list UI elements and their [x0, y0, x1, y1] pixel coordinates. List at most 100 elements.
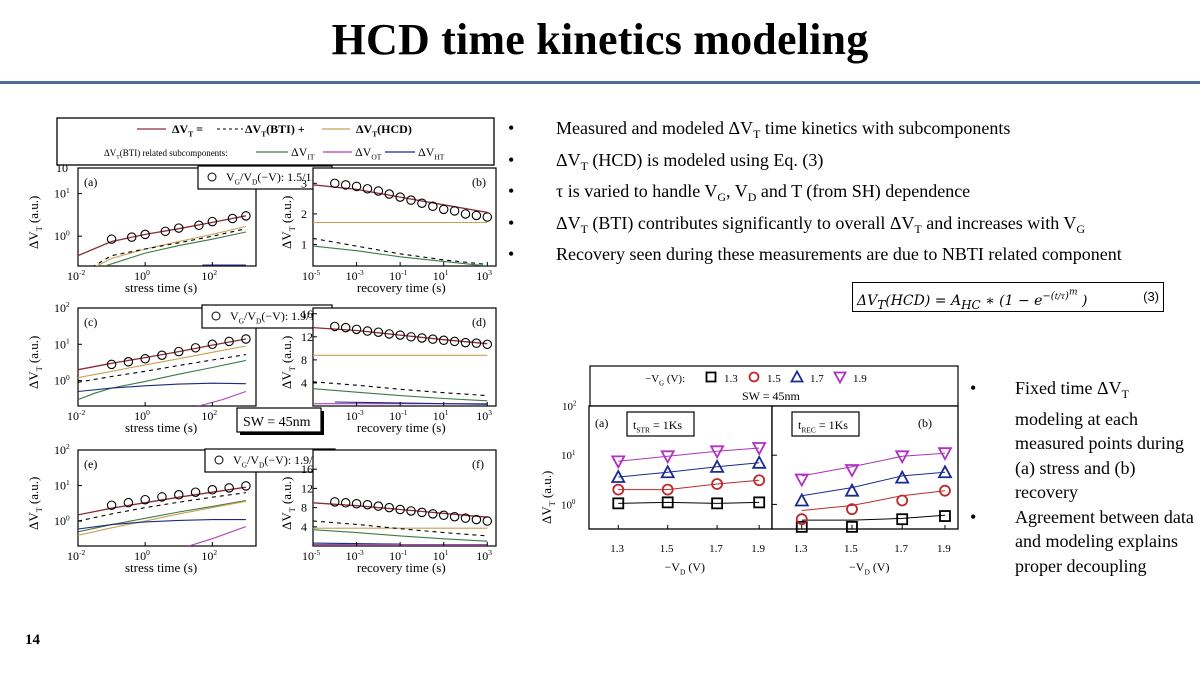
measured-point	[123, 497, 134, 508]
model-line	[801, 490, 946, 511]
svg-text:101​: 101​	[54, 336, 70, 351]
chart-panel-d: 10-3​ 10-1​ 101​ 103​ recovery time (s) 4 8 12 1…	[279, 307, 497, 435]
svg-text:10-1​: 10-1​	[389, 408, 407, 423]
series-it	[313, 388, 488, 402]
measured-point	[460, 209, 471, 219]
svg-text:recovery time (s): recovery time (s)	[357, 420, 446, 435]
measured-point	[157, 350, 167, 360]
svg-text:ΔVT​ (a.u.): ΔVT​ (a.u.)	[26, 477, 44, 530]
panel-label: (a)	[595, 416, 608, 430]
svg-text:102​: 102​	[54, 300, 70, 315]
measured-point	[384, 189, 394, 199]
side-bullet-item: • Fixed time ΔVT modeling at each measure…	[970, 376, 1195, 505]
bullet-text: Fixed time ΔVT modeling at each measured…	[1015, 378, 1184, 502]
svg-text:103​: 103​	[476, 548, 492, 563]
model-line	[801, 514, 946, 521]
model-line	[801, 452, 946, 477]
chart-panel-a: 10-2​100​102​stress time (s)100​101​10ΔV…	[26, 161, 333, 295]
svg-text:103​: 103​	[476, 268, 492, 283]
svg-text:recovery time (s): recovery time (s)	[357, 560, 446, 575]
measured-point	[406, 195, 416, 205]
svg-text:ΔVT​ (a.u.): ΔVT​ (a.u.)	[26, 196, 44, 249]
svg-text:ΔVT​(HCD): ΔVT​(HCD)	[356, 122, 412, 139]
svg-text:10-3​: 10-3​	[346, 408, 364, 423]
measured-point	[406, 332, 416, 342]
measured-point	[227, 213, 238, 224]
svg-text:1.7: 1.7	[894, 543, 908, 555]
series-ht	[334, 401, 488, 405]
measured-point	[160, 226, 171, 237]
svg-text:1.7: 1.7	[709, 543, 723, 555]
svg-text:101​: 101​	[433, 408, 449, 423]
svg-text:10-1​: 10-1​	[389, 548, 407, 563]
svg-text:8: 8	[301, 501, 307, 515]
svg-text:2: 2	[301, 207, 307, 221]
bullet-item: • ΔVT (BTI) contributes significantly to …	[508, 213, 1198, 245]
svg-text:1.5: 1.5	[844, 543, 858, 555]
svg-text:102​: 102​	[562, 401, 577, 413]
svg-text:ΔVHT​: ΔVHT​	[418, 145, 445, 162]
svg-text:10-2​: 10-2​	[67, 548, 85, 563]
bullet-text: Agreement between data and modeling expl…	[1015, 506, 1194, 576]
model-line	[618, 462, 760, 478]
page-number: 14	[25, 632, 40, 648]
panel-label: (f)	[472, 457, 484, 471]
svg-text:102​: 102​	[201, 268, 217, 283]
panel-label: (a)	[84, 175, 97, 189]
measured-point	[362, 499, 373, 510]
bullet-text: τ is varied to handle VG, VD and T (from…	[556, 181, 971, 204]
svg-text:ΔVOT​: ΔVOT​	[355, 145, 382, 162]
bullet-text: Measured and modeled ΔVT time kinetics w…	[556, 118, 1011, 141]
measured-point	[395, 330, 405, 340]
svg-text:100​: 100​	[134, 268, 150, 283]
measured-point	[330, 321, 340, 332]
svg-text:16: 16	[301, 307, 313, 321]
svg-text:ΔVIT​: ΔVIT​	[291, 145, 315, 162]
measured-point	[224, 483, 234, 493]
equation-hcd: ΔVT(HCD) = AHC ∗ (1 − e−(t/τ)m )	[857, 288, 1088, 312]
bullet-dot-icon: •	[508, 212, 515, 233]
svg-text:stress time (s): stress time (s)	[125, 280, 197, 295]
panel-label: (b)	[918, 416, 932, 430]
chart-panel-vd-b: 1.3 1.5 1.7 1.9 −VD​ (V) (b) tREC​ = 1Ks	[771, 405, 959, 577]
measured-point	[190, 343, 201, 353]
measured-point	[482, 516, 493, 526]
svg-text:ΔVT​ (a.u.): ΔVT​ (a.u.)	[279, 336, 297, 389]
svg-text:101​: 101​	[54, 186, 70, 201]
svg-text:102​: 102​	[201, 548, 217, 563]
equation-number: (3)	[1143, 289, 1159, 304]
condition-label: VG​/VD​(−V): 1.9/1.9	[230, 309, 325, 326]
measured-point	[241, 481, 251, 491]
bullet-item: • Measured and modeled ΔVT time kinetics …	[508, 118, 1198, 150]
bullet-item: • ΔVT (HCD) is modeled using Eq. (3)	[508, 150, 1198, 182]
bullet-text: ΔVT (HCD) is modeled using Eq. (3)	[556, 149, 824, 173]
measured-point	[438, 204, 449, 215]
svg-text:ΔVT​(BTI) +: ΔVT​(BTI) +	[245, 122, 305, 139]
measured-point	[207, 339, 218, 350]
svg-text:−VG​ (V):: −VG​ (V):	[645, 373, 685, 387]
svg-text:4: 4	[301, 520, 307, 534]
series-ht	[78, 382, 246, 393]
measured-point	[140, 353, 150, 364]
measured-point	[428, 334, 438, 344]
measured-point	[351, 181, 362, 192]
svg-text:10-3​: 10-3​	[346, 548, 364, 563]
svg-text:SW = 45nm: SW = 45nm	[742, 389, 801, 403]
series-hcd	[78, 345, 247, 379]
series-bti	[313, 381, 488, 397]
measured-point	[373, 327, 384, 337]
condition-label: VG​/VD​(−V): 1.9/1.5	[233, 453, 328, 470]
svg-text:ΔVT​ (a.u.): ΔVT​ (a.u.)	[279, 477, 297, 530]
measured-point	[140, 494, 150, 505]
time-annotation: tSTR​ = 1Ks	[633, 418, 682, 435]
svg-text:100​: 100​	[134, 408, 150, 423]
panel-label: (b)	[472, 175, 486, 189]
svg-text:1.3: 1.3	[610, 543, 624, 555]
measured-point	[351, 499, 362, 509]
svg-text:10-5​: 10-5​	[302, 268, 320, 283]
measured-point	[449, 206, 460, 216]
svg-text:ΔVT​ (a.u.): ΔVT​ (a.u.)	[539, 471, 557, 524]
measured-point	[224, 336, 234, 347]
series-it	[313, 529, 488, 542]
chart-panel-e: 10-2​100​102​stress time (s)100​101​102​…	[26, 442, 336, 575]
